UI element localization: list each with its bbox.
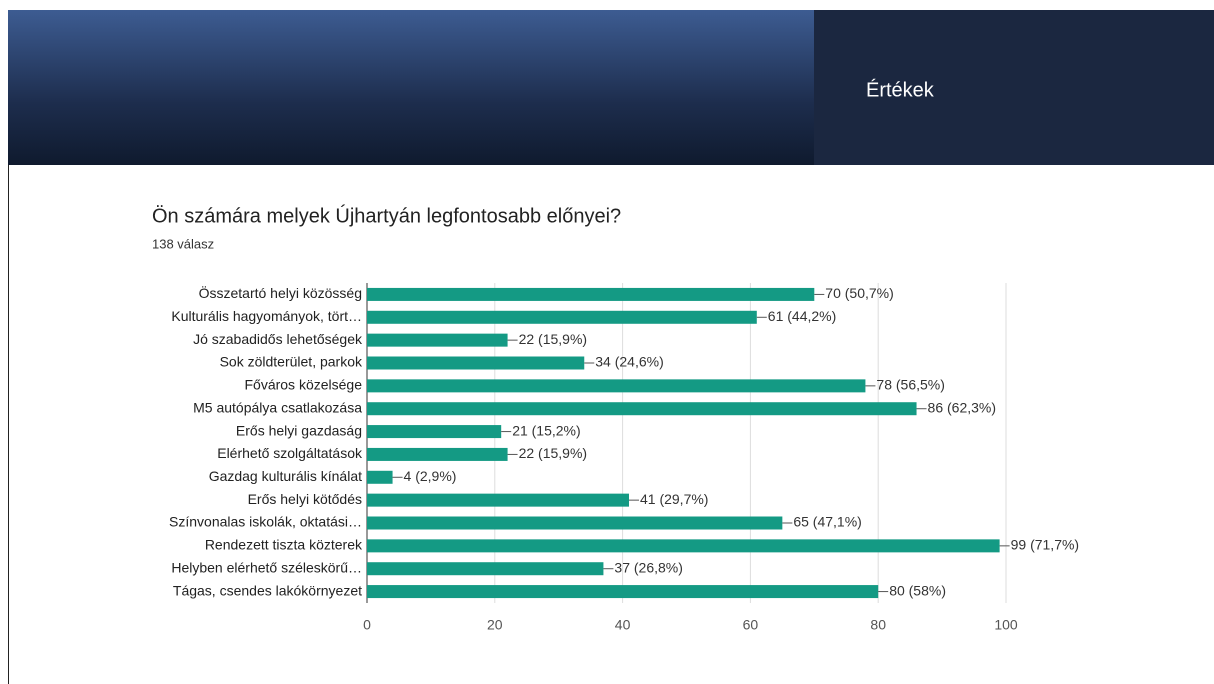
bar (367, 470, 393, 484)
y-tick-label: Erős helyi kötődés (248, 491, 362, 507)
y-tick-label: Főváros közelsége (244, 377, 362, 393)
y-tick-label: Színvonalas iskolák, oktatási… (169, 514, 362, 530)
y-tick-label: Sok zöldterület, parkok (220, 354, 363, 370)
header-title: Értékek (866, 78, 935, 101)
value-label: 80 (58%) (889, 582, 946, 598)
value-label: 61 (44,2%) (768, 308, 836, 324)
chart-title: Ön számára melyek Újhartyán legfontosabb… (152, 204, 621, 227)
value-label: 22 (15,9%) (519, 445, 587, 461)
y-tick-label: Jó szabadidős lehetőségek (193, 331, 363, 347)
header-panel (814, 10, 1214, 165)
value-label: 41 (29,7%) (640, 491, 708, 507)
y-tick-label: Erős helyi gazdaság (236, 422, 362, 438)
value-label: 65 (47,1%) (793, 514, 861, 530)
y-tick-label: Gazdag kulturális kínálat (209, 468, 362, 484)
bar (367, 585, 879, 599)
bar (367, 539, 1000, 553)
bar (367, 562, 604, 576)
bar (367, 379, 866, 393)
x-tick-label: 20 (487, 617, 503, 633)
value-label: 99 (71,7%) (1011, 537, 1079, 553)
y-tick-label: M5 autópálya csatlakozása (193, 399, 362, 415)
bar (367, 356, 585, 370)
bar (367, 287, 815, 301)
bar (367, 333, 508, 347)
value-label: 4 (2,9%) (404, 468, 457, 484)
value-label: 70 (50,7%) (825, 285, 893, 301)
y-tick-label: Elérhető szolgáltatások (217, 445, 363, 461)
bar (367, 402, 917, 416)
value-label: 22 (15,9%) (519, 331, 587, 347)
x-tick-label: 100 (994, 617, 1018, 633)
bar (367, 425, 502, 439)
y-tick-label: Rendezett tiszta közterek (205, 537, 363, 553)
y-tick-label: Kulturális hagyományok, tört… (171, 308, 362, 324)
x-tick-label: 40 (615, 617, 631, 633)
value-label: 78 (56,5%) (876, 377, 944, 393)
chart-subtitle: 138 válasz (152, 236, 214, 251)
x-tick-label: 60 (743, 617, 759, 633)
bar (367, 493, 629, 507)
y-tick-label: Helyben elérhető széleskörű… (171, 559, 362, 575)
x-tick-label: 80 (870, 617, 886, 633)
bar (367, 516, 783, 530)
header-band (8, 10, 814, 165)
value-label: 86 (62,3%) (928, 399, 996, 415)
value-label: 21 (15,2%) (512, 422, 580, 438)
bar (367, 310, 757, 324)
value-label: 34 (24,6%) (595, 354, 663, 370)
y-tick-label: Összetartó helyi közösség (199, 284, 362, 301)
x-tick-label: 0 (363, 617, 371, 633)
bar (367, 447, 508, 461)
value-label: 37 (26,8%) (614, 559, 682, 575)
y-tick-label: Tágas, csendes lakókörnyezet (173, 582, 362, 598)
